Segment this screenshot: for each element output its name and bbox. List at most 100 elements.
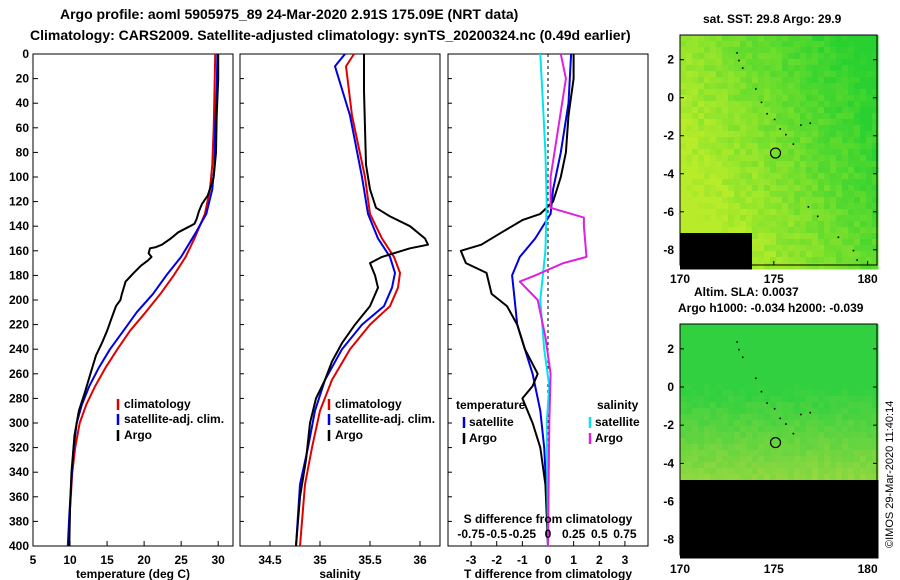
- map-cell: [824, 420, 831, 427]
- map-cell: [740, 239, 747, 246]
- map-cell: [782, 480, 789, 487]
- map-cell: [782, 540, 789, 547]
- map-cell: [836, 71, 843, 78]
- map-cell: [872, 221, 879, 228]
- map-cell: [860, 209, 867, 216]
- map-cell: [758, 197, 765, 204]
- map-cell: [860, 414, 867, 421]
- map-cell: [848, 41, 855, 48]
- map-cell: [740, 263, 747, 270]
- map-cell: [794, 498, 801, 505]
- map-cell: [848, 83, 855, 90]
- map-cell: [746, 372, 753, 379]
- map-cell: [728, 149, 735, 156]
- map-cell: [752, 203, 759, 210]
- map-cell: [716, 113, 723, 120]
- map-cell: [860, 137, 867, 144]
- map-cell: [836, 480, 843, 487]
- map-cell: [812, 492, 819, 499]
- map-cell: [752, 516, 759, 523]
- map-cell: [716, 83, 723, 90]
- map-cell: [722, 348, 729, 355]
- map-cell: [758, 245, 765, 252]
- map-cell: [800, 191, 807, 198]
- map-cell: [776, 125, 783, 132]
- map-cell: [758, 516, 765, 523]
- map-cell: [716, 348, 723, 355]
- map-cell: [776, 522, 783, 529]
- map-cell: [698, 185, 705, 192]
- map-cell: [722, 408, 729, 415]
- map-cell: [716, 498, 723, 505]
- map-cell: [758, 378, 765, 385]
- map-cell: [842, 390, 849, 397]
- map-cell: [770, 53, 777, 60]
- map-cell: [866, 59, 873, 66]
- map-cell: [824, 125, 831, 132]
- map-cell: [704, 227, 711, 234]
- map-cell: [848, 101, 855, 108]
- map-cell: [812, 215, 819, 222]
- map-cell: [788, 360, 795, 367]
- map-cell: [866, 324, 873, 331]
- plot-frame: [239, 53, 441, 547]
- map-cell: [704, 107, 711, 114]
- map-cell: [728, 438, 735, 445]
- map-cell: [806, 251, 813, 258]
- map-cell: [812, 203, 819, 210]
- map-cell: [692, 540, 699, 547]
- map-cell: [842, 414, 849, 421]
- map-cell: [842, 59, 849, 66]
- map-cell: [680, 197, 687, 204]
- map-cell: [848, 209, 855, 216]
- map-cell: [710, 408, 717, 415]
- island-mark: [741, 67, 744, 69]
- map-cell: [806, 516, 813, 523]
- map-cell: [782, 336, 789, 343]
- map-cell: [860, 402, 867, 409]
- map-cell: [818, 143, 825, 150]
- map-cell: [866, 366, 873, 373]
- map-cell: [782, 396, 789, 403]
- map-cell: [806, 366, 813, 373]
- map-cell: [872, 474, 879, 481]
- map-cell: [704, 348, 711, 355]
- map-cell: [770, 239, 777, 246]
- map-cell: [782, 203, 789, 210]
- map-cell: [800, 354, 807, 361]
- map-cell: [698, 510, 705, 517]
- map-cell: [722, 215, 729, 222]
- map-cell: [830, 197, 837, 204]
- map-cell: [722, 540, 729, 547]
- map-cell: [740, 197, 747, 204]
- map-cell: [746, 534, 753, 541]
- map-cell: [872, 257, 879, 264]
- map-cell: [686, 396, 693, 403]
- map-cell: [722, 498, 729, 505]
- map-cell: [776, 474, 783, 481]
- map-cell: [806, 390, 813, 397]
- map-cell: [782, 161, 789, 168]
- map-cell: [872, 402, 879, 409]
- map-cell: [710, 528, 717, 535]
- map-cell: [782, 324, 789, 331]
- island-mark: [816, 215, 819, 218]
- map-cell: [854, 336, 861, 343]
- map-cell: [686, 137, 693, 144]
- map-cell: [830, 450, 837, 457]
- map-cell: [794, 396, 801, 403]
- map-cell: [866, 426, 873, 433]
- map-cell: [854, 47, 861, 54]
- map-cell: [734, 414, 741, 421]
- map-cell: [764, 528, 771, 535]
- map-cell: [734, 510, 741, 517]
- map-cell: [686, 245, 693, 252]
- map-cell: [788, 143, 795, 150]
- map-cell: [866, 408, 873, 415]
- map-cell: [728, 486, 735, 493]
- map-cell: [680, 402, 687, 409]
- map-cell: [776, 227, 783, 234]
- map-cell: [788, 384, 795, 391]
- map-cell: [830, 492, 837, 499]
- map-cell: [740, 444, 747, 451]
